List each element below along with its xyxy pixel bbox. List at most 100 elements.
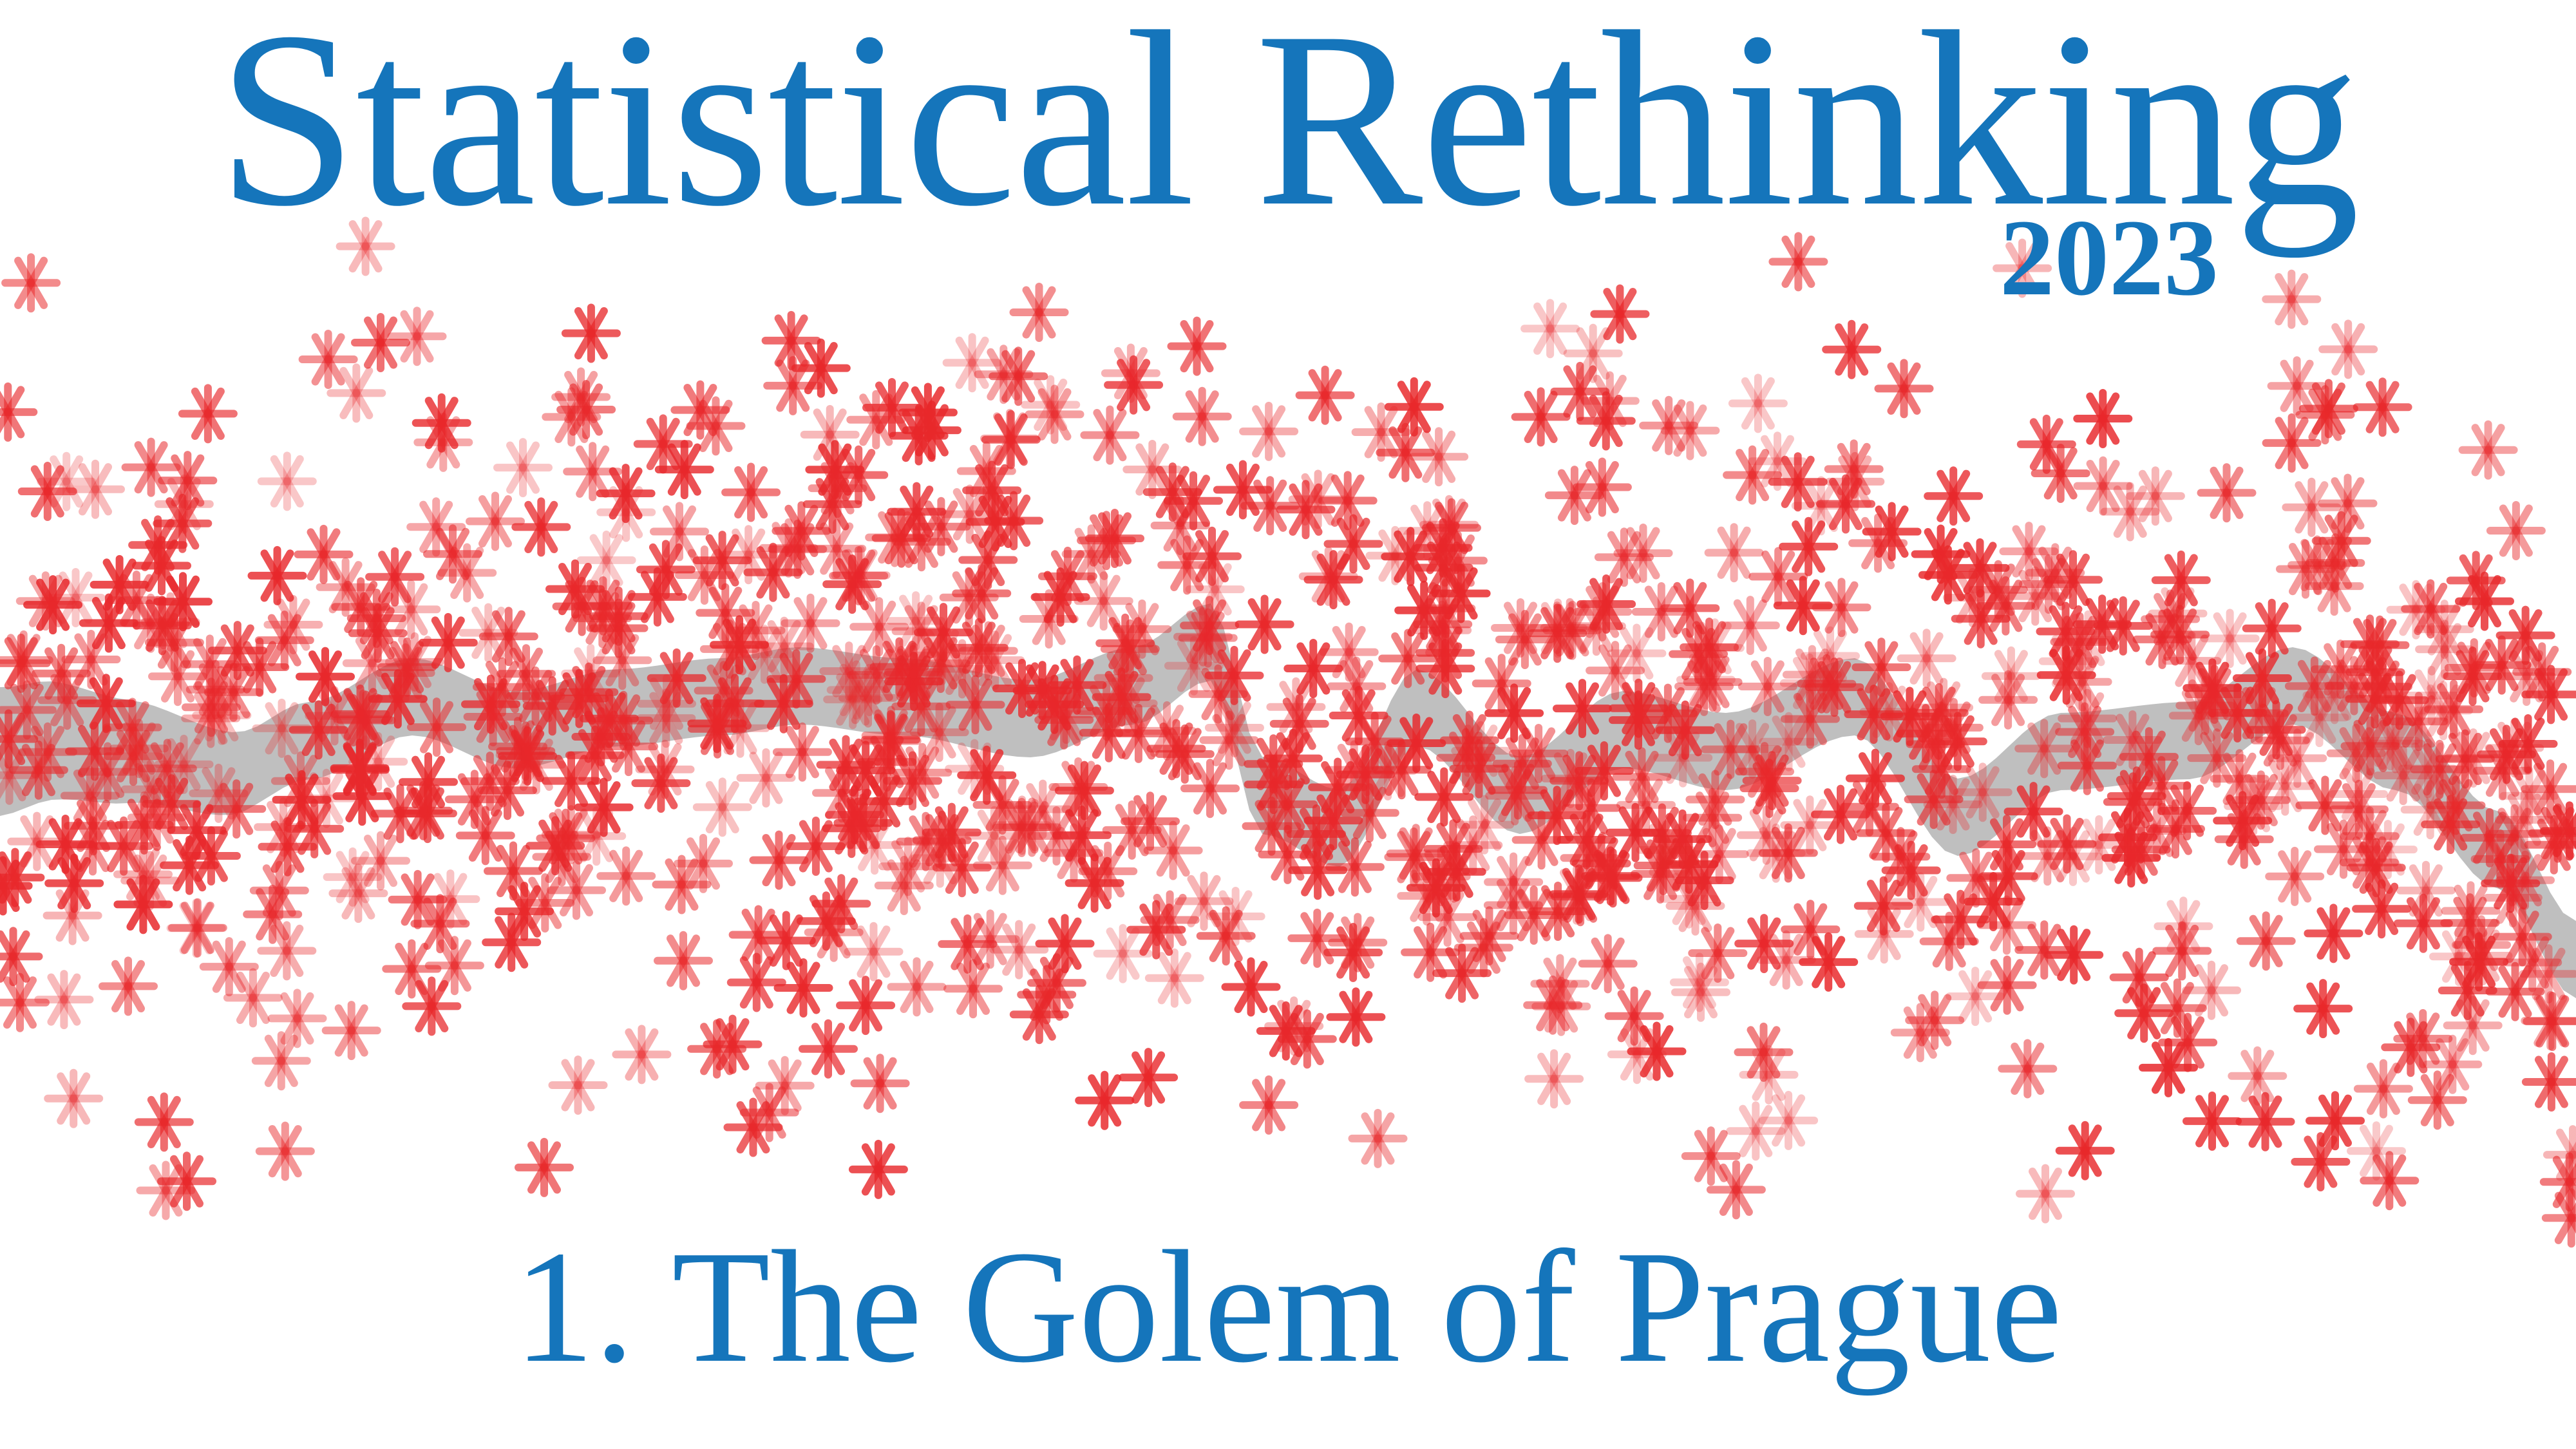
- lecture-subtitle: 1. The Golem of Prague: [513, 1218, 2063, 1396]
- data-point: [947, 337, 998, 388]
- data-point: [785, 598, 837, 649]
- data-point: [1582, 938, 1634, 989]
- data-point: [1243, 1079, 1294, 1131]
- data-point: [1738, 1027, 1790, 1078]
- data-point: [753, 835, 805, 886]
- data-point: [654, 506, 705, 557]
- data-point: [497, 442, 549, 493]
- data-point: [1949, 971, 2001, 1022]
- data-point: [1859, 908, 1910, 960]
- data-point: [1927, 470, 1979, 522]
- data-point: [298, 529, 350, 580]
- data-point: [725, 467, 777, 518]
- data-point: [1171, 321, 1223, 372]
- data-point: [2524, 995, 2576, 1046]
- data-point: [1982, 960, 2033, 1011]
- year-label: 2023: [2000, 197, 2219, 318]
- data-point: [2240, 1096, 2291, 1148]
- data-point: [260, 1126, 311, 1177]
- data-point: [1528, 1053, 1580, 1104]
- data-point: [2077, 393, 2128, 444]
- data-point: [326, 1005, 377, 1056]
- data-point: [1014, 287, 1065, 338]
- data-point: [2240, 915, 2292, 967]
- data-point: [2231, 1050, 2283, 1102]
- data-point: [1388, 381, 1440, 433]
- data-point: [182, 388, 234, 439]
- data-point: [0, 386, 33, 438]
- data-point: [2246, 603, 2298, 654]
- data-point: [102, 960, 154, 1012]
- data-point: [565, 308, 617, 359]
- data-point: [1300, 370, 1351, 421]
- data-point: [1352, 1113, 1404, 1164]
- data-point: [853, 1144, 904, 1195]
- data-point: [993, 924, 1045, 976]
- data-point: [1709, 527, 1760, 578]
- data-point: [1985, 650, 2037, 702]
- data-point: [639, 744, 691, 795]
- data-point: [2266, 274, 2317, 325]
- data-point: [261, 455, 313, 507]
- data-point: [2307, 907, 2359, 959]
- data-point: [1879, 363, 1930, 414]
- data-point: [658, 935, 709, 987]
- data-point: [2002, 1043, 2053, 1095]
- data-point: [1149, 952, 1200, 1004]
- data-point: [2020, 1168, 2071, 1220]
- data-point: [2526, 1056, 2576, 1108]
- data-point: [766, 315, 817, 366]
- data-point: [616, 1028, 667, 1080]
- data-point: [2201, 467, 2253, 518]
- data-point: [1239, 599, 1291, 650]
- data-point: [1330, 991, 1381, 1043]
- data-point: [1829, 456, 1880, 507]
- data-point: [1243, 406, 1294, 457]
- data-point: [2357, 381, 2409, 433]
- data-point: [1177, 391, 1228, 442]
- data-point: [802, 1023, 854, 1075]
- data-point: [138, 1096, 190, 1148]
- data-point: [48, 1073, 99, 1124]
- data-point: [2297, 983, 2349, 1034]
- data-point: [1079, 1075, 1130, 1126]
- data-point: [777, 726, 828, 778]
- data-point: [741, 752, 792, 804]
- data-point: [252, 550, 303, 601]
- data-point: [1122, 1052, 1174, 1103]
- data-point: [1029, 388, 1081, 440]
- data-point: [891, 961, 943, 1012]
- data-point: [840, 980, 891, 1031]
- data-point: [5, 257, 57, 308]
- data-point: [2322, 323, 2374, 375]
- slide-title: Statistical Rethinking: [217, 0, 2360, 258]
- data-point: [515, 501, 567, 553]
- data-point: [2157, 900, 2209, 952]
- data-point: [469, 496, 521, 547]
- data-point: [2269, 851, 2320, 902]
- data-point: [355, 317, 406, 368]
- data-point: [518, 1142, 570, 1193]
- data-point: [855, 1057, 906, 1109]
- data-point: [2186, 1095, 2238, 1147]
- data-point: [1524, 303, 1576, 354]
- data-point: [392, 310, 443, 362]
- data-point: [1226, 961, 1277, 1013]
- data-point: [1084, 410, 1135, 461]
- data-point: [1901, 632, 1953, 684]
- data-point: [1826, 324, 1877, 375]
- data-point: [2490, 505, 2542, 556]
- data-point: [1332, 917, 1383, 969]
- data-point: [1515, 391, 1567, 442]
- data-point: [947, 963, 999, 1014]
- data-point: [0, 977, 46, 1028]
- data-point: [117, 878, 169, 930]
- data-point: [2544, 1156, 2576, 1208]
- data-point: [2078, 460, 2129, 512]
- data-point: [70, 464, 121, 515]
- data-point: [2266, 417, 2318, 469]
- data-point: [1730, 1105, 1781, 1157]
- data-point: [1732, 377, 1784, 429]
